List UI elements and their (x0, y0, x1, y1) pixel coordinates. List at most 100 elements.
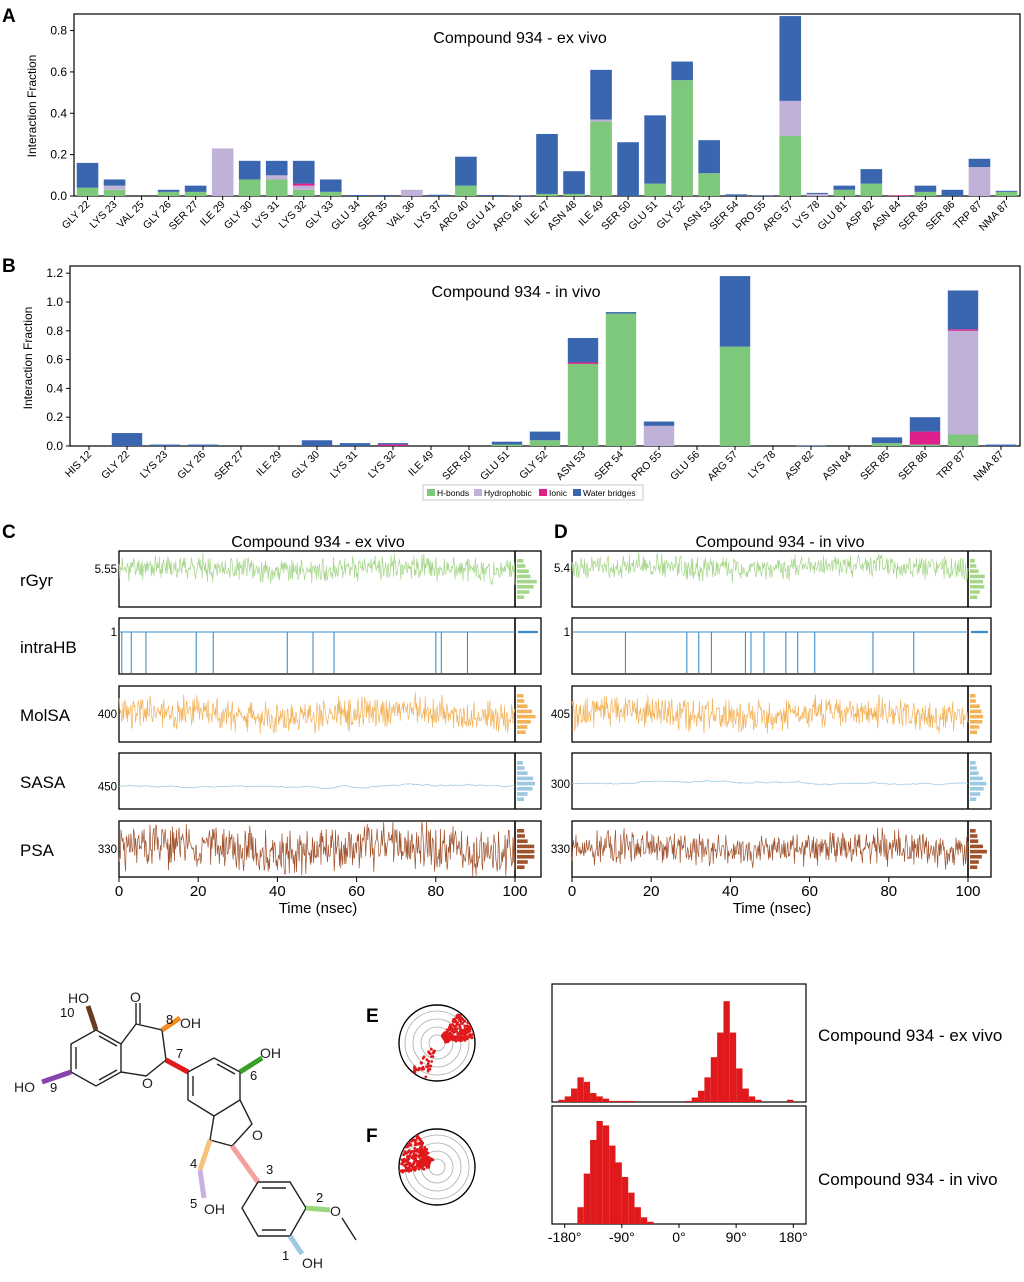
panelE-hist-bar (742, 1088, 749, 1102)
panelF-dial-point (405, 1167, 409, 1170)
panelA-ytick-label: 0.0 (50, 189, 67, 203)
panelC-row-frame (118, 617, 542, 675)
panelD-row-tick: 1 (564, 627, 570, 639)
panelF-xtick-label: -90° (609, 1229, 635, 1245)
panelB-xtick-label: SER 50 (440, 449, 474, 483)
panelA-bar-hbonds (590, 121, 612, 196)
panelF-hist-bar (602, 1125, 610, 1224)
panelB-xtick-label: NMA 87 (971, 449, 1006, 484)
atom-label-ho-9: HO (14, 1079, 35, 1095)
panelE-dial-point (442, 1035, 445, 1039)
panelA-bar-hbonds (184, 191, 207, 196)
panel-c-xlabel: Time (nsec) (279, 900, 358, 917)
panelF-dial-point (415, 1159, 418, 1163)
panelA-bar-water (509, 195, 531, 196)
panelA-bar-water (860, 169, 883, 184)
row-label-psa: PSA (20, 841, 55, 860)
panelF-dial-point (415, 1164, 419, 1168)
panelF-dial-point (413, 1146, 416, 1150)
panelE-dial-point (469, 1026, 473, 1030)
panelE-dial-point (454, 1037, 458, 1040)
panelE-dial-point (463, 1024, 467, 1028)
ring-a-double-3 (98, 1035, 118, 1047)
panelD-hist-molsa (970, 704, 980, 708)
panelD-hist-molsa (970, 730, 978, 734)
panelA-bar-hbonds (265, 179, 288, 196)
panelF-dial-point (427, 1164, 431, 1167)
panelF-hist-bar (596, 1120, 603, 1224)
panelA-bar-water (914, 185, 937, 192)
panelD-hist-psa (970, 834, 978, 838)
panel-letter-e: E (366, 1006, 379, 1027)
panelA-xtick-label: VAL 36 (385, 199, 417, 231)
panelF-hist-bar (621, 1176, 629, 1224)
panelB-bar-water (301, 440, 333, 446)
panelB-xtick-label: LYS 31 (328, 449, 360, 481)
panelF-hist-bar (634, 1207, 641, 1224)
panelB-xtick-label: ILE 29 (254, 449, 284, 479)
panelC-xtick-label: 60 (348, 883, 365, 900)
panelF-xtick-label: -180° (548, 1229, 582, 1245)
ring-a-double-2 (98, 1069, 118, 1081)
panel-f-title: Compound 934 - in vivo (818, 1170, 998, 1189)
panelE-dial-point (461, 1021, 464, 1025)
panelF-dial-point (421, 1141, 425, 1145)
panel-b-title: Compound 934 - in vivo (432, 284, 601, 301)
panelB-xtick-label: ILE 49 (406, 449, 436, 479)
panelA-bar-hbonds (914, 191, 937, 196)
panelE-dial-point (459, 1019, 462, 1023)
panelC-series-rgyr (118, 553, 516, 586)
panelB-bar-water (985, 444, 1017, 446)
panel-a-bar-chart: Compound 934 - ex vivo Interaction Fract… (25, 13, 1021, 234)
panelF-dial-point (409, 1169, 413, 1172)
panelD-hist-molsa (970, 714, 984, 719)
panelD-hist-sasa (970, 776, 983, 781)
panelB-xtick-label: SER 27 (212, 449, 246, 483)
panelA-bar-hydrophobic (779, 100, 802, 137)
panelD-hist-rgyr (970, 585, 985, 589)
panel-a-title: Compound 934 - ex vivo (433, 30, 607, 47)
panelC-row-frame (118, 820, 542, 878)
panel-c-title: Compound 934 - ex vivo (231, 534, 405, 551)
panelA-xtick-label: ARG 57 (760, 199, 795, 234)
panel-b-bar-chart: Compound 934 - in vivo Interaction Fract… (21, 265, 1021, 484)
ring-c (120, 1023, 167, 1077)
panelE-dial-point (430, 1060, 434, 1063)
panelB-bar-water (947, 290, 979, 330)
panelA-bar-water (319, 179, 342, 192)
panelE-dial-point (470, 1036, 474, 1040)
panelC-row-tick: 400 (98, 709, 117, 721)
panelE-hist-bar (691, 1097, 699, 1102)
atom-label-ketone-o: O (130, 989, 141, 1005)
panel-a-ylabel: Interaction Fraction (25, 55, 39, 158)
panelE-dial-point (460, 1039, 464, 1042)
panelB-bar-water (149, 444, 181, 446)
panelE-dial-point (425, 1065, 428, 1068)
panelF-dial-point (407, 1157, 411, 1161)
panelC-hist-molsa (517, 725, 528, 729)
panel-letter-f: F (366, 1126, 378, 1147)
panelC-hist-rgyr (517, 559, 524, 563)
legend-label-hydrophobic: Hydrophobic (484, 488, 532, 498)
panelD-row-frame (571, 617, 992, 675)
legend-box (422, 484, 644, 501)
panelF-dial-point (422, 1164, 426, 1167)
panelC-hist-rgyr (517, 579, 537, 584)
panelE-hist-bar (717, 1032, 724, 1102)
panelD-hist-molsa (970, 725, 980, 729)
panelC-hist-rgyr (517, 564, 526, 568)
panelA-bar-water (482, 194, 504, 196)
panelD-series-intrahb (572, 631, 968, 673)
panelF-dial-point (399, 1169, 403, 1173)
legend-swatch-hbonds (427, 489, 435, 496)
panelA-bar-hbonds (779, 136, 802, 196)
panelB-ytick-label: 0.8 (46, 324, 63, 338)
panelE-dial-point (449, 1031, 452, 1035)
panelF-dial-point (417, 1161, 420, 1165)
panelC-hist-sasa (517, 771, 528, 775)
panelB-xtick-label: GLY 22 (99, 449, 132, 482)
panelC-hist-sasa (517, 776, 534, 781)
legend-swatch-ionic (539, 489, 547, 496)
panelF-dial-point (420, 1164, 424, 1168)
